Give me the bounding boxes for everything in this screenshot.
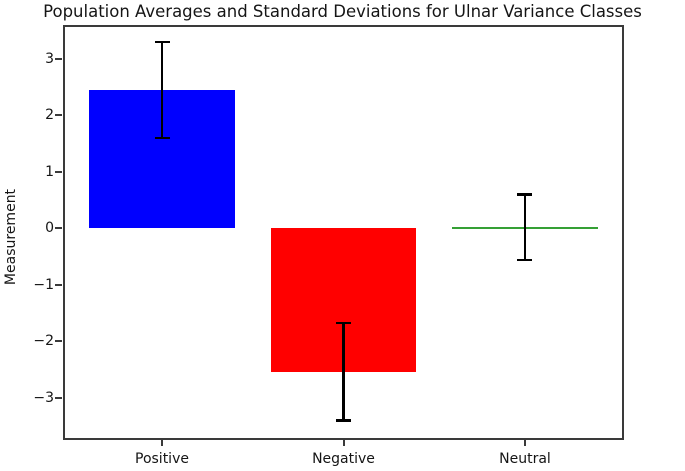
error-bar-stem-negative [342, 323, 345, 421]
y-tick [55, 340, 62, 343]
y-tick-label: −2 [33, 333, 54, 350]
x-tick-label-neutral: Neutral [499, 451, 551, 467]
y-tick-label: −1 [33, 276, 54, 293]
error-bar-stem-neutral [523, 194, 527, 260]
error-bar-cap-top-positive [154, 40, 170, 44]
error-bar-cap-bottom-neutral [517, 258, 533, 262]
x-tick [161, 439, 163, 446]
y-tick [55, 283, 62, 286]
y-tick [55, 396, 62, 399]
error-bar-cap-top-neutral [517, 193, 533, 196]
x-tick-label-negative: Negative [312, 451, 375, 467]
x-tick [523, 439, 526, 446]
error-bar-stem-positive [160, 41, 164, 138]
x-tick [342, 439, 345, 446]
chart-title: Population Averages and Standard Deviati… [43, 2, 642, 21]
y-tick-label: −3 [33, 389, 54, 406]
error-bar-cap-bottom-negative [336, 419, 351, 422]
y-tick [55, 227, 62, 230]
y-tick-label: 3 [45, 50, 54, 67]
error-bar-cap-top-negative [336, 321, 351, 325]
y-tick [55, 114, 62, 117]
y-tick-label: 1 [45, 163, 54, 180]
error-bar-cap-bottom-positive [154, 136, 170, 140]
y-tick [55, 170, 62, 173]
x-tick-label-positive: Positive [135, 451, 189, 467]
y-tick-label: 0 [45, 220, 54, 237]
y-tick-label: 2 [45, 107, 54, 124]
y-tick [55, 57, 62, 60]
